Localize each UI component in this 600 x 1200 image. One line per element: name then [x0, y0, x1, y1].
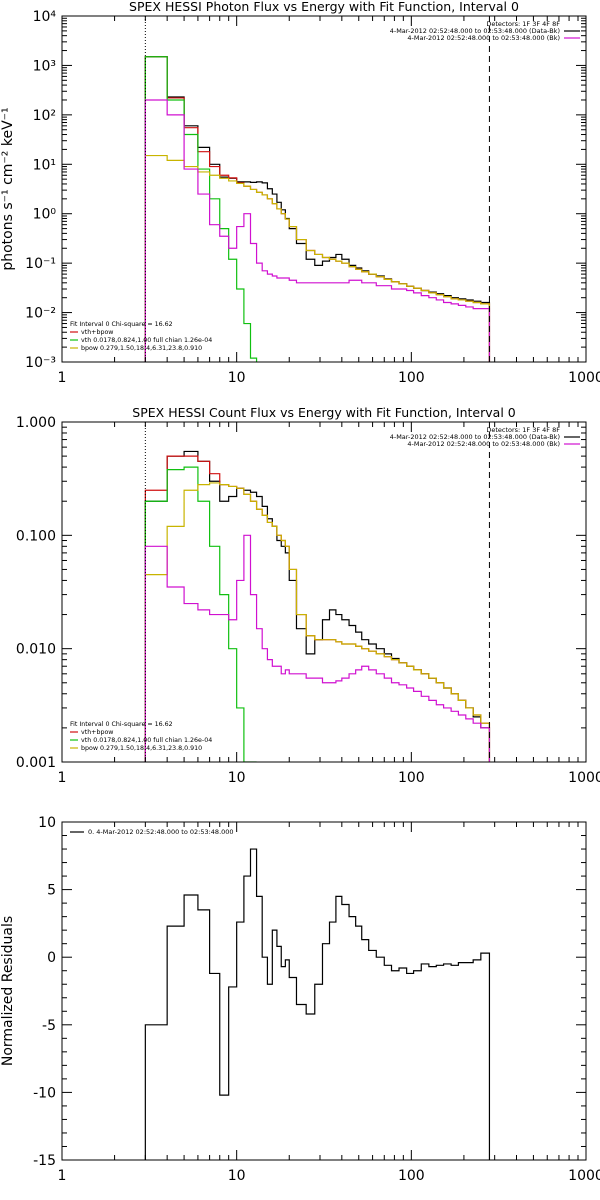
series-line-vth-bpow	[144, 455, 491, 762]
fit-legend-entry: bpow 0.279,1.50,18.4,6.31,23.8,0.910	[81, 745, 202, 752]
fit-legend-entry: vth+bpow	[81, 329, 113, 336]
x-tick-label: 100	[398, 770, 425, 786]
y-axis-label: photons s⁻¹ cm⁻² keV⁻¹	[0, 107, 16, 270]
count-flux-panel: 1 10 100 1000 0.001 0.010 0.100 1.000 SPEX HESSI…	[16, 405, 600, 786]
legend-entry: 4-Mar-2012 02:52:48.000 to 02:53:48.000 …	[390, 433, 560, 441]
x-tick-label: 1	[58, 1168, 67, 1184]
y-tick-label: 5	[47, 883, 56, 899]
x-tick-label: 10	[228, 370, 246, 386]
series-line-bk	[144, 99, 491, 362]
series-line-vth	[144, 56, 258, 362]
fit-legend-entry: vth 0.0178,0.824,1.00 full chian 1.26e-0…	[81, 337, 212, 344]
fit-legend-entry: bpow 0.279,1.50,18.4,6.31,23.8,0.910	[81, 345, 202, 352]
legend-entry: Detectors: 1F 3F 4F 8F	[486, 426, 560, 434]
x-tick-label: 1000	[568, 1168, 600, 1184]
x-tick-label: 1	[58, 370, 67, 386]
chart-title: SPEX HESSI Photon Flux vs Energy with Fi…	[129, 0, 519, 14]
fit-legend-entry: Fit Interval 0 Chi-square = 16.62	[70, 321, 173, 328]
y-tick-label: 10³	[33, 58, 56, 74]
axis-frame	[61, 821, 587, 1161]
legend-entry: Detectors: 1F 3F 4F 8F	[486, 20, 560, 28]
y-tick-label: 10²	[33, 108, 56, 124]
x-tick-label: 100	[398, 1168, 425, 1184]
y-tick-label: 0.001	[16, 755, 56, 771]
series-line-data-bk	[144, 450, 491, 762]
fit-legend-entry: vth 0.0178,0.824,1.00 full chian 1.26e-0…	[81, 737, 212, 744]
y-tick-label: -15	[33, 1153, 56, 1169]
legend-entry: 0. 4-Mar-2012 02:52:48.000 to 02:53:48.0…	[88, 828, 234, 836]
series-line-vth-bpow	[144, 56, 491, 362]
y-tick-label: 10⁻¹	[25, 256, 56, 272]
x-tick-label: 10	[228, 770, 246, 786]
series-line-bpow	[144, 482, 491, 762]
photon-flux-panel: 1 10 100 1000 10⁻³ 10⁻² 10⁻¹ 10⁰ 10¹ 10² 10³ 10⁴ SPE…	[0, 0, 600, 386]
x-tick-label: 100	[398, 370, 425, 386]
y-tick-label: 0.010	[16, 642, 56, 658]
y-tick-label: -10	[33, 1085, 56, 1101]
y-tick-label: 0.100	[16, 528, 56, 544]
axis-frame	[61, 421, 587, 763]
x-tick-label: 10	[228, 1168, 246, 1184]
y-tick-label: 10⁰	[33, 207, 57, 223]
series-group	[144, 450, 491, 762]
y-tick-label: 0	[47, 950, 56, 966]
y-tick-label: 1.000	[16, 415, 56, 431]
y-tick-label: 10¹	[33, 157, 56, 173]
y-tick-label: 10⁻³	[25, 355, 56, 371]
legend-entry: 4-Mar-2012 02:52:48.000 to 02:53:48.000 …	[407, 440, 560, 448]
legend-entry: 4-Mar-2012 02:52:48.000 to 02:53:48.000 …	[407, 34, 560, 42]
series-line-bk	[144, 534, 491, 762]
fit-legend-entry: Fit Interval 0 Chi-square = 16.62	[70, 721, 173, 728]
y-tick-label: -5	[42, 1018, 56, 1034]
series-line-vth	[144, 466, 257, 762]
series-group	[144, 56, 491, 362]
chart-title: SPEX HESSI Count Flux vs Energy with Fit…	[132, 405, 515, 420]
y-tick-label: 10⁻²	[25, 306, 56, 322]
y-axis-label: Normalized Residuals	[0, 916, 16, 1066]
residuals-panel: 1 10 100 1000 -15 -10 -5 0 5 10 Normalized Residua…	[0, 815, 600, 1184]
legend-entry: 4-Mar-2012 02:52:48.000 to 02:53:48.000 …	[390, 27, 560, 35]
axis-frame	[61, 15, 587, 363]
fit-legend-entry: vth+bpow	[81, 729, 113, 736]
series-line-residual	[144, 848, 491, 1160]
x-tick-label: 1000	[568, 770, 600, 786]
y-tick-label: 10	[38, 815, 56, 831]
x-tick-label: 1	[58, 770, 67, 786]
x-tick-label: 1000	[568, 370, 600, 386]
y-tick-label: 10⁴	[33, 9, 57, 25]
series-group	[144, 848, 491, 1160]
series-line-data-bk	[144, 56, 491, 362]
series-line-bpow	[144, 154, 491, 362]
